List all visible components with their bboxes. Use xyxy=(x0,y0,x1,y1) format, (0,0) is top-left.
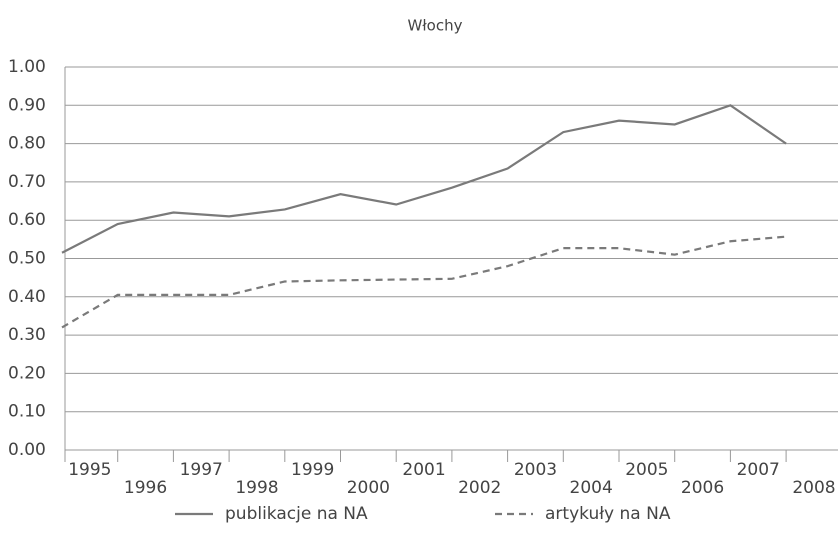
x-tick-label: 1998 xyxy=(235,478,278,498)
chart-title: Włochy xyxy=(408,17,463,35)
x-tick-label: 2008 xyxy=(792,478,835,498)
y-tick-label: 0.90 xyxy=(8,95,46,115)
x-tick-label: 2002 xyxy=(458,478,501,498)
legend-label: artykuły na NA xyxy=(545,504,671,524)
x-tick-label: 1997 xyxy=(180,460,223,480)
x-tick-label: 2000 xyxy=(347,478,390,498)
y-tick-label: 0.70 xyxy=(8,172,46,192)
x-tick-label: 2007 xyxy=(737,460,780,480)
x-tick-label: 2001 xyxy=(402,460,445,480)
x-tick-label: 1996 xyxy=(124,478,167,498)
y-tick-label: 0.60 xyxy=(8,210,46,230)
x-tick-label: 2003 xyxy=(514,460,557,480)
x-tick-label: 1995 xyxy=(68,460,111,480)
x-tick-label: 2006 xyxy=(681,478,724,498)
y-tick-label: 0.20 xyxy=(8,363,46,383)
y-tick-label: 0.00 xyxy=(8,440,46,460)
x-tick-label: 2004 xyxy=(570,478,613,498)
y-tick-label: 0.10 xyxy=(8,402,46,422)
y-tick-label: 0.50 xyxy=(8,249,46,269)
line-series xyxy=(61,104,787,254)
y-tick-label: 1.00 xyxy=(8,57,46,77)
line-series xyxy=(61,235,787,329)
x-tick-label: 1999 xyxy=(291,460,334,480)
x-tick-label: 2005 xyxy=(625,460,668,480)
y-tick-label: 0.30 xyxy=(8,325,46,345)
y-tick-label: 0.80 xyxy=(8,134,46,154)
legend-label: publikacje na NA xyxy=(225,504,368,524)
y-tick-label: 0.40 xyxy=(8,287,46,307)
